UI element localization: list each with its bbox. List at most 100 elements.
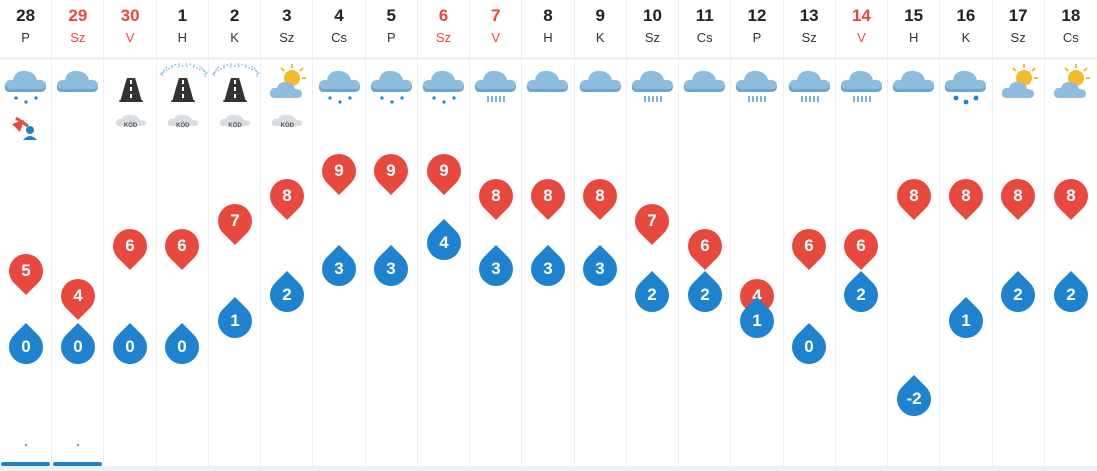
min-temp-value: 1	[752, 311, 762, 330]
cloud-rain-icon	[627, 60, 679, 110]
min-temp-value: 3	[334, 259, 344, 278]
day-column[interactable]: 28 P 5 0	[0, 0, 53, 466]
precip-bar	[53, 462, 103, 466]
min-temp-value: 4	[438, 233, 449, 252]
header-divider	[574, 57, 626, 60]
day-column[interactable]: 12 P 4 1	[731, 0, 784, 466]
day-name: H	[908, 30, 919, 45]
cloud-rain-icon	[784, 60, 836, 110]
sun-cloud-icon	[993, 60, 1045, 110]
max-temp-value: 6	[804, 236, 814, 255]
max-temp-marker: 9	[314, 146, 364, 196]
min-temp-marker: 2	[680, 270, 729, 320]
day-name: K	[230, 30, 239, 45]
max-temp-value: 6	[699, 236, 710, 255]
day-column[interactable]: 7 V 8 3	[470, 0, 523, 466]
day-column[interactable]: 14 V 6 2	[835, 0, 889, 466]
day-column[interactable]: 16 K 8 1	[940, 0, 993, 466]
cloud-drizzle-icon	[366, 60, 418, 110]
day-column[interactable]: 13 Sz 6 0	[783, 0, 836, 466]
cloud-icon	[888, 60, 940, 110]
day-name: Sz	[1010, 30, 1026, 45]
precip-amount-dot	[24, 444, 27, 446]
header-divider	[417, 57, 470, 60]
min-temp-marker: 1	[210, 296, 259, 346]
min-temp-value: 3	[543, 259, 553, 278]
min-temp-marker: 3	[367, 244, 416, 294]
cloud-icon	[679, 60, 731, 110]
header-divider	[104, 57, 156, 60]
day-column[interactable]: 9 K 8 3	[574, 0, 627, 466]
header-divider	[992, 57, 1044, 60]
icy-road-snow-icon	[157, 60, 209, 110]
cloud-rain-icon	[470, 60, 522, 110]
header-divider	[783, 57, 835, 60]
day-column[interactable]: 8 H 8 3	[522, 0, 575, 466]
day-name: Sz	[801, 30, 817, 45]
day-number: 1	[177, 6, 188, 25]
max-temp-value: 6	[125, 236, 135, 255]
cloud-drizzle-icon	[418, 60, 470, 110]
min-temp-value: 3	[595, 259, 605, 278]
max-temp-marker: 8	[523, 171, 573, 221]
min-temp-marker: 3	[576, 244, 625, 294]
min-temp-value: 0	[177, 337, 188, 356]
day-name: V	[857, 30, 866, 45]
max-temp-marker: 5	[1, 246, 50, 296]
day-column[interactable]: 1 H KÖD 6 0	[156, 0, 209, 466]
day-column[interactable]: 3 Sz KÖD 8 2	[261, 0, 314, 466]
day-name: P	[752, 30, 762, 45]
icy-road-snow-icon	[209, 60, 261, 110]
fog-label: KÖD	[123, 123, 138, 129]
header-divider	[626, 57, 679, 60]
day-name: K	[961, 30, 971, 45]
min-temp-value: 0	[20, 337, 31, 356]
header-divider	[156, 57, 208, 60]
min-temp-marker: 3	[314, 244, 364, 294]
min-temp-marker: 3	[523, 244, 573, 294]
cloud-rain-icon	[731, 60, 783, 110]
day-number: 3	[282, 6, 292, 25]
min-temp-value: 0	[125, 337, 135, 356]
cloud-icon	[52, 60, 104, 110]
fog-icon: KÖD	[105, 110, 157, 144]
sun-cloud-icon	[261, 60, 313, 110]
max-temp-marker: 8	[471, 171, 520, 221]
max-temp-marker: 6	[785, 221, 834, 271]
day-column[interactable]: 29 Sz 4 0	[52, 0, 105, 466]
day-column[interactable]: 10 Sz 7 2	[626, 0, 680, 466]
day-number: 11	[695, 6, 714, 25]
cloud-rain-icon	[836, 60, 888, 110]
day-column[interactable]: 11 Cs 6 2	[679, 0, 732, 466]
min-temp-marker: 4	[419, 218, 468, 268]
max-temp-marker: 7	[210, 196, 259, 246]
day-name: P	[21, 30, 30, 45]
day-column[interactable]: 17 Sz 8 2	[992, 0, 1045, 466]
cloud-drizzle-icon	[0, 60, 52, 110]
icy-road-icon	[105, 60, 157, 110]
day-number: 18	[1061, 6, 1081, 25]
min-temp-marker: 0	[1, 322, 50, 372]
day-column[interactable]: 4 Cs 9 3	[313, 0, 366, 466]
max-temp-marker: 6	[158, 221, 207, 271]
min-temp-marker: 2	[837, 270, 886, 320]
day-column[interactable]: 18 Cs 8 2	[1044, 0, 1097, 466]
min-temp-value: 0	[73, 337, 83, 356]
day-column[interactable]: 5 P 9 3	[365, 0, 418, 466]
day-column[interactable]: 6 Sz 9 4	[417, 0, 471, 466]
min-temp-marker: 0	[53, 322, 102, 372]
header-divider	[940, 57, 992, 60]
max-temp-marker: 7	[628, 196, 677, 246]
day-column[interactable]: 2 K KÖD 7 1	[208, 0, 262, 466]
header-divider	[208, 57, 261, 60]
max-temp-value: 8	[961, 186, 971, 205]
day-column[interactable]: 15 H 8 -2	[888, 0, 941, 466]
max-temp-marker: 8	[941, 171, 990, 221]
day-column[interactable]: 30 V KÖD 6 0	[104, 0, 157, 466]
max-temp-marker: 9	[419, 146, 468, 196]
header-divider	[1044, 57, 1097, 60]
day-name: H	[177, 30, 188, 45]
fog-label: KÖD	[280, 123, 294, 129]
day-number: 9	[595, 6, 605, 25]
